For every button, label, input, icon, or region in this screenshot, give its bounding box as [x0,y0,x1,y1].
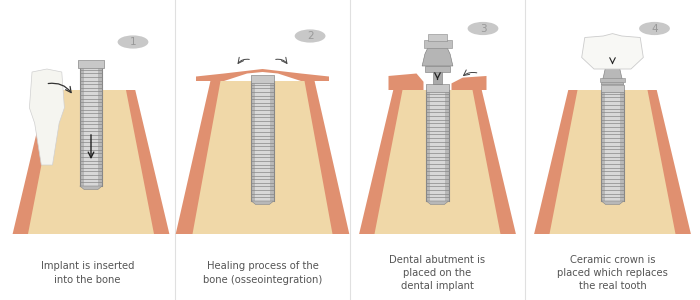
Polygon shape [582,34,643,69]
Bar [601,90,606,201]
Text: 3: 3 [480,23,486,34]
Bar [600,78,625,82]
Text: Healing process of the
bone (osseointegration): Healing process of the bone (osseointegr… [203,261,322,285]
Text: 4: 4 [651,23,658,34]
Polygon shape [422,48,453,66]
Polygon shape [534,90,691,234]
Bar [430,90,444,201]
Bar [78,60,104,68]
Text: Dental abutment is
placed on the
dental implant: Dental abutment is placed on the dental … [389,255,486,291]
Bar [84,66,98,186]
Polygon shape [601,68,624,85]
Bar [98,66,102,186]
Bar [426,84,449,92]
Polygon shape [29,69,64,165]
Text: Ceramic crown is
placed which replaces
the real tooth: Ceramic crown is placed which replaces t… [557,255,668,291]
Circle shape [118,35,148,49]
Bar [433,68,442,84]
Bar [620,90,624,201]
Text: Implant is inserted
into the bone: Implant is inserted into the bone [41,261,134,285]
Polygon shape [28,90,154,234]
Bar [256,81,270,201]
Bar [444,90,449,201]
Polygon shape [176,81,349,234]
Bar [428,34,447,40]
Bar [606,90,620,201]
Polygon shape [452,76,486,90]
Polygon shape [359,90,516,234]
Circle shape [468,22,498,35]
Polygon shape [550,90,676,234]
Polygon shape [251,201,274,205]
Bar [80,66,84,186]
Polygon shape [374,90,500,234]
Polygon shape [13,90,169,234]
Bar [425,66,450,72]
Text: 1: 1 [130,37,136,47]
Bar [426,90,430,201]
Polygon shape [426,201,449,205]
Polygon shape [389,74,424,90]
Bar [601,85,624,92]
Bar [251,75,274,82]
Bar [270,81,274,201]
Bar [424,40,452,48]
Polygon shape [196,69,329,81]
Circle shape [639,22,670,35]
Polygon shape [601,201,624,205]
Circle shape [295,29,326,43]
Polygon shape [193,81,332,234]
Bar [251,81,256,201]
Polygon shape [80,186,102,190]
Text: 2: 2 [307,31,314,41]
